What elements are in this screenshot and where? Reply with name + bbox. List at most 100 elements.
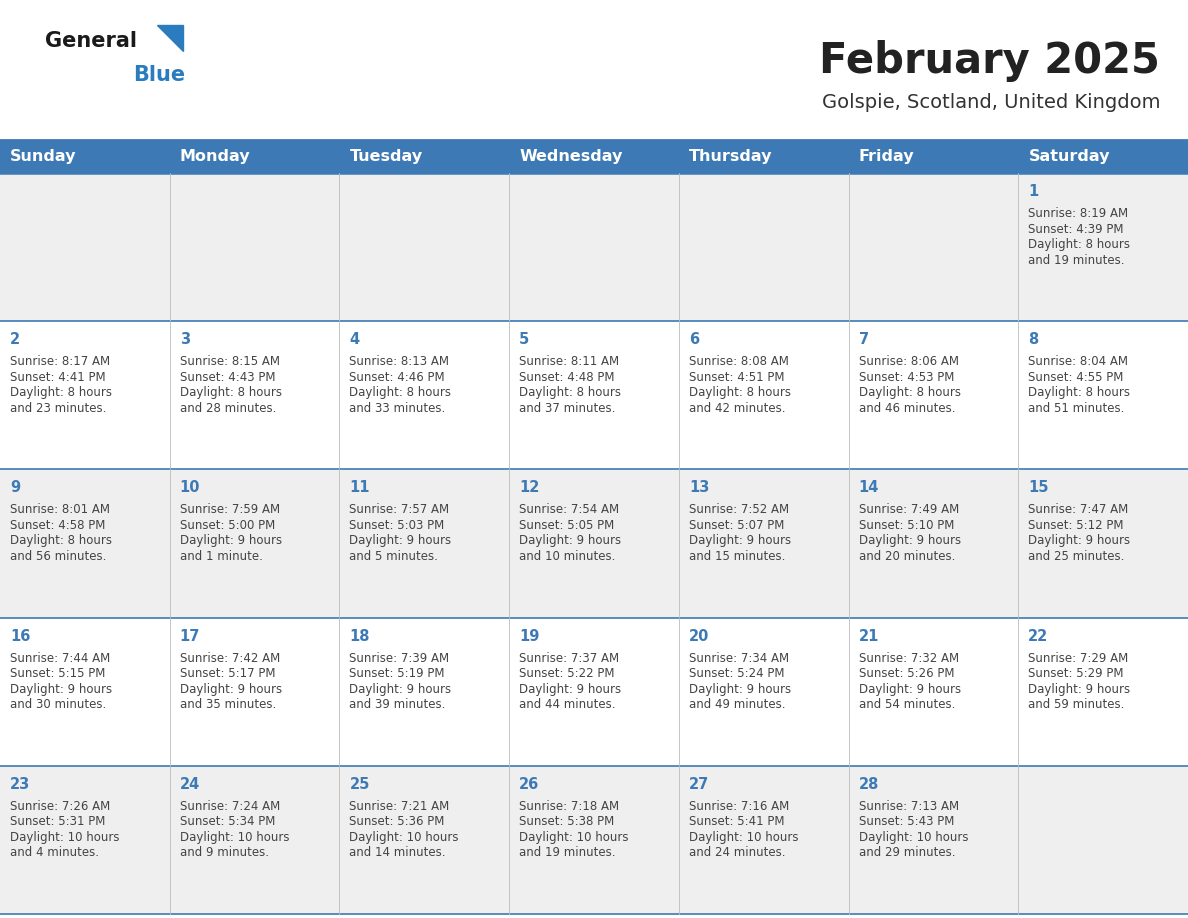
Text: Sunrise: 7:44 AM: Sunrise: 7:44 AM	[10, 652, 110, 665]
Text: and 54 minutes.: and 54 minutes.	[859, 698, 955, 711]
Text: 21: 21	[859, 629, 879, 644]
Text: Daylight: 9 hours: Daylight: 9 hours	[859, 683, 961, 696]
Text: Tuesday: Tuesday	[349, 149, 423, 164]
Text: Sunday: Sunday	[11, 149, 77, 164]
Text: Daylight: 9 hours: Daylight: 9 hours	[519, 683, 621, 696]
Text: Sunset: 5:29 PM: Sunset: 5:29 PM	[1029, 667, 1124, 680]
Text: Saturday: Saturday	[1029, 149, 1110, 164]
Text: Sunset: 4:39 PM: Sunset: 4:39 PM	[1029, 222, 1124, 236]
Text: 22: 22	[1029, 629, 1049, 644]
Text: Sunrise: 8:01 AM: Sunrise: 8:01 AM	[10, 503, 110, 517]
Text: Sunrise: 8:15 AM: Sunrise: 8:15 AM	[179, 355, 279, 368]
Text: and 42 minutes.: and 42 minutes.	[689, 402, 785, 415]
Text: Sunrise: 7:57 AM: Sunrise: 7:57 AM	[349, 503, 449, 517]
Text: and 19 minutes.: and 19 minutes.	[1029, 253, 1125, 266]
Text: Monday: Monday	[179, 149, 251, 164]
Text: and 1 minute.: and 1 minute.	[179, 550, 263, 563]
Text: and 9 minutes.: and 9 minutes.	[179, 846, 268, 859]
Text: Sunset: 4:53 PM: Sunset: 4:53 PM	[859, 371, 954, 384]
Text: Sunrise: 7:42 AM: Sunrise: 7:42 AM	[179, 652, 280, 665]
Text: Sunset: 5:07 PM: Sunset: 5:07 PM	[689, 519, 784, 532]
Text: Sunset: 5:00 PM: Sunset: 5:00 PM	[179, 519, 274, 532]
Text: and 35 minutes.: and 35 minutes.	[179, 698, 276, 711]
Text: and 25 minutes.: and 25 minutes.	[1029, 550, 1125, 563]
Text: Sunrise: 7:21 AM: Sunrise: 7:21 AM	[349, 800, 450, 812]
Text: Sunset: 4:55 PM: Sunset: 4:55 PM	[1029, 371, 1124, 384]
Text: 18: 18	[349, 629, 369, 644]
Text: 3: 3	[179, 332, 190, 347]
Text: Daylight: 8 hours: Daylight: 8 hours	[10, 386, 112, 399]
Text: Daylight: 10 hours: Daylight: 10 hours	[10, 831, 120, 844]
Text: and 14 minutes.: and 14 minutes.	[349, 846, 446, 859]
Text: Daylight: 9 hours: Daylight: 9 hours	[1029, 683, 1131, 696]
Text: General: General	[45, 31, 137, 51]
Text: Blue: Blue	[133, 65, 185, 85]
Text: Sunrise: 8:11 AM: Sunrise: 8:11 AM	[519, 355, 619, 368]
Text: Daylight: 8 hours: Daylight: 8 hours	[689, 386, 791, 399]
Text: Sunset: 5:12 PM: Sunset: 5:12 PM	[1029, 519, 1124, 532]
Text: Sunset: 5:17 PM: Sunset: 5:17 PM	[179, 667, 276, 680]
Text: Sunset: 5:24 PM: Sunset: 5:24 PM	[689, 667, 784, 680]
Text: Sunset: 5:22 PM: Sunset: 5:22 PM	[519, 667, 614, 680]
Text: and 15 minutes.: and 15 minutes.	[689, 550, 785, 563]
Text: 6: 6	[689, 332, 699, 347]
Text: Thursday: Thursday	[689, 149, 772, 164]
Bar	[0, 766, 1188, 914]
Text: Daylight: 8 hours: Daylight: 8 hours	[179, 386, 282, 399]
Text: Daylight: 9 hours: Daylight: 9 hours	[349, 683, 451, 696]
Text: Daylight: 9 hours: Daylight: 9 hours	[859, 534, 961, 547]
Text: Sunset: 5:05 PM: Sunset: 5:05 PM	[519, 519, 614, 532]
Text: 17: 17	[179, 629, 200, 644]
Text: and 49 minutes.: and 49 minutes.	[689, 698, 785, 711]
Text: Sunset: 4:58 PM: Sunset: 4:58 PM	[10, 519, 106, 532]
Text: Sunrise: 7:47 AM: Sunrise: 7:47 AM	[1029, 503, 1129, 517]
Text: Sunrise: 7:18 AM: Sunrise: 7:18 AM	[519, 800, 619, 812]
Bar	[0, 469, 1188, 618]
Text: Sunrise: 7:24 AM: Sunrise: 7:24 AM	[179, 800, 280, 812]
Text: Daylight: 8 hours: Daylight: 8 hours	[10, 534, 112, 547]
Text: Sunrise: 7:16 AM: Sunrise: 7:16 AM	[689, 800, 789, 812]
Text: Sunset: 4:46 PM: Sunset: 4:46 PM	[349, 371, 446, 384]
Text: Sunrise: 7:37 AM: Sunrise: 7:37 AM	[519, 652, 619, 665]
Bar	[0, 173, 1188, 321]
Text: Sunset: 5:41 PM: Sunset: 5:41 PM	[689, 815, 784, 828]
Text: 7: 7	[859, 332, 868, 347]
Text: Sunrise: 8:17 AM: Sunrise: 8:17 AM	[10, 355, 110, 368]
Text: Sunrise: 8:13 AM: Sunrise: 8:13 AM	[349, 355, 449, 368]
Text: and 20 minutes.: and 20 minutes.	[859, 550, 955, 563]
Text: Sunset: 5:26 PM: Sunset: 5:26 PM	[859, 667, 954, 680]
Text: Sunset: 4:43 PM: Sunset: 4:43 PM	[179, 371, 276, 384]
Text: Sunrise: 7:52 AM: Sunrise: 7:52 AM	[689, 503, 789, 517]
Text: Daylight: 9 hours: Daylight: 9 hours	[179, 534, 282, 547]
Text: and 19 minutes.: and 19 minutes.	[519, 846, 615, 859]
Text: February 2025: February 2025	[819, 40, 1159, 82]
Text: and 56 minutes.: and 56 minutes.	[10, 550, 107, 563]
Text: 13: 13	[689, 480, 709, 496]
Text: Sunset: 4:41 PM: Sunset: 4:41 PM	[10, 371, 106, 384]
Text: 19: 19	[519, 629, 539, 644]
Text: 4: 4	[349, 332, 360, 347]
Text: 25: 25	[349, 777, 369, 792]
Text: Daylight: 9 hours: Daylight: 9 hours	[689, 534, 791, 547]
Text: Sunset: 5:38 PM: Sunset: 5:38 PM	[519, 815, 614, 828]
Text: Sunrise: 7:29 AM: Sunrise: 7:29 AM	[1029, 652, 1129, 665]
Text: 1: 1	[1029, 184, 1038, 199]
Text: Sunset: 5:19 PM: Sunset: 5:19 PM	[349, 667, 446, 680]
Text: Sunset: 5:31 PM: Sunset: 5:31 PM	[10, 815, 106, 828]
Text: Sunrise: 8:19 AM: Sunrise: 8:19 AM	[1029, 207, 1129, 220]
Text: 8: 8	[1029, 332, 1038, 347]
Text: Daylight: 8 hours: Daylight: 8 hours	[519, 386, 621, 399]
Bar	[0, 140, 1188, 173]
Text: Daylight: 10 hours: Daylight: 10 hours	[859, 831, 968, 844]
Text: and 51 minutes.: and 51 minutes.	[1029, 402, 1125, 415]
Text: Sunset: 5:03 PM: Sunset: 5:03 PM	[349, 519, 444, 532]
Text: 9: 9	[10, 480, 20, 496]
Text: Daylight: 9 hours: Daylight: 9 hours	[179, 683, 282, 696]
Text: Sunrise: 7:59 AM: Sunrise: 7:59 AM	[179, 503, 280, 517]
Text: Sunset: 4:48 PM: Sunset: 4:48 PM	[519, 371, 614, 384]
Text: and 39 minutes.: and 39 minutes.	[349, 698, 446, 711]
Text: 5: 5	[519, 332, 530, 347]
Text: and 29 minutes.: and 29 minutes.	[859, 846, 955, 859]
Text: and 33 minutes.: and 33 minutes.	[349, 402, 446, 415]
Text: 14: 14	[859, 480, 879, 496]
